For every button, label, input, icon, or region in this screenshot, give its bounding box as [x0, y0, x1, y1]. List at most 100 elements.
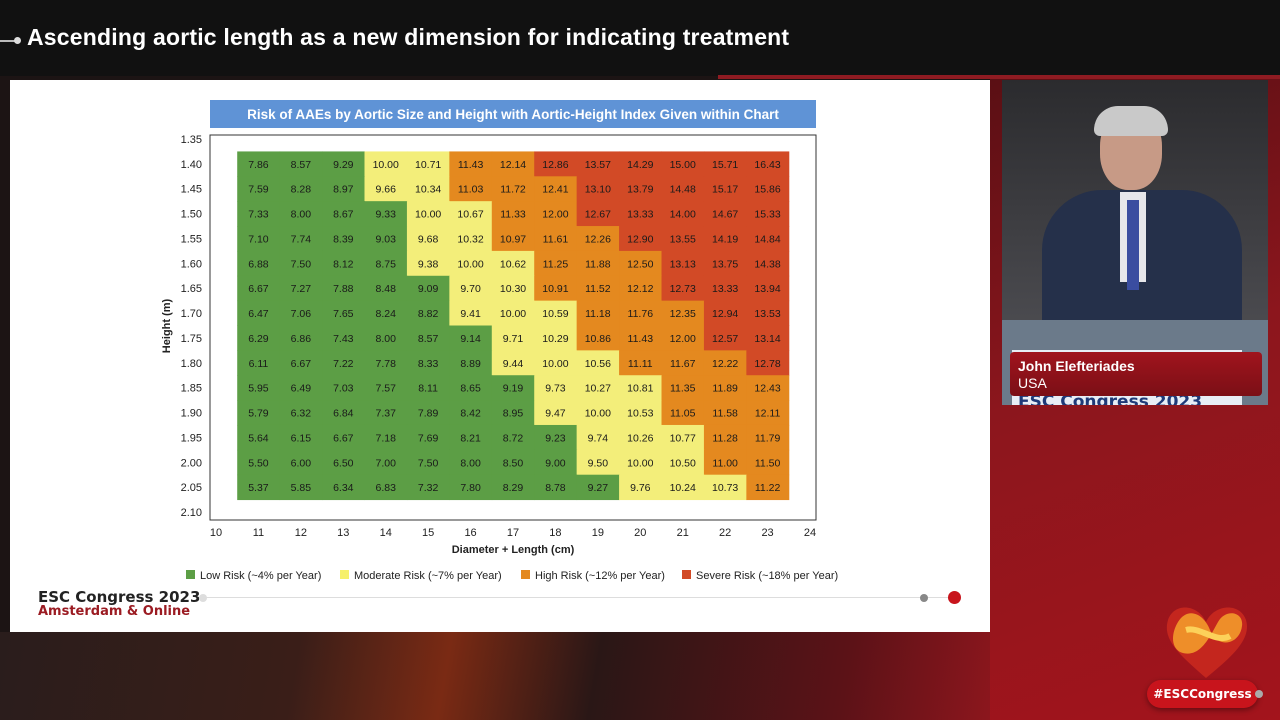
heatmap-cell [364, 226, 408, 252]
heatmap-cell [491, 375, 535, 401]
heatmap-cell [534, 449, 578, 476]
cell-value: 10.71 [415, 159, 441, 171]
cell-value: 15.17 [712, 184, 738, 196]
heatmap-cell [661, 176, 705, 202]
heatmap-cell [449, 350, 493, 376]
cell-value: 7.18 [375, 432, 396, 444]
cell-value: 8.50 [503, 457, 524, 469]
heatmap-cell [576, 350, 620, 376]
heatmap-cell [703, 151, 747, 177]
cell-value: 11.22 [755, 482, 781, 494]
cell-value: 10.00 [457, 258, 483, 270]
y-tick-label: 1.80 [181, 358, 202, 370]
cell-value: 10.56 [585, 358, 611, 370]
heatmap-cell [576, 151, 620, 177]
heatmap-cell [619, 250, 662, 277]
heatmap-chart: Risk of AAEs by Aortic Size and Height w… [161, 100, 838, 582]
heatmap-cell [619, 226, 662, 252]
cell-value: 11.79 [755, 432, 781, 444]
heatmap-cell [619, 474, 662, 501]
cell-value: 9.73 [545, 383, 566, 395]
cell-value: 13.14 [754, 333, 780, 345]
heatmap-cell [406, 176, 450, 202]
cell-value: 7.74 [291, 233, 312, 245]
heatmap-cell [322, 474, 365, 501]
heatmap-cell [534, 226, 578, 252]
speaker-hair [1094, 106, 1168, 136]
cell-value: 13.13 [670, 258, 696, 270]
cell-value: 14.48 [670, 184, 696, 196]
cell-value: 6.67 [333, 432, 354, 444]
heatmap-cell [279, 275, 323, 302]
cell-value: 7.89 [418, 408, 439, 420]
heatmap-cell [449, 201, 493, 227]
heatmap-cell [279, 424, 323, 451]
cell-value: 10.00 [542, 358, 568, 370]
cell-value: 6.86 [291, 333, 312, 345]
y-tick-label: 1.95 [181, 432, 202, 444]
heatmap-cell [406, 325, 450, 351]
heatmap-cell [406, 424, 450, 451]
heatmap-cell [703, 176, 747, 202]
cell-value: 5.95 [248, 383, 269, 395]
cell-value: 11.43 [628, 333, 654, 345]
cell-value: 6.32 [291, 408, 312, 420]
cell-value: 7.00 [375, 457, 396, 469]
cell-value: 10.62 [500, 258, 526, 270]
heatmap-cell [534, 176, 578, 202]
cell-value: 12.12 [627, 283, 653, 295]
cell-value: 7.65 [333, 308, 354, 320]
heatmap-cell [237, 449, 281, 476]
cell-value: 6.47 [248, 308, 269, 320]
cell-value: 10.00 [415, 209, 441, 221]
y-tick-label: 1.55 [181, 233, 202, 245]
cell-value: 12.78 [754, 358, 780, 370]
cell-value: 9.27 [588, 482, 609, 494]
cell-value: 10.32 [457, 233, 483, 245]
heatmap-cell [237, 201, 281, 227]
cell-value: 8.95 [503, 408, 524, 420]
heatmap-cell [406, 449, 450, 476]
heatmap-cell [746, 350, 790, 376]
cell-value: 6.34 [333, 482, 354, 494]
cell-value: 12.57 [712, 333, 738, 345]
cell-value: 8.82 [418, 308, 439, 320]
cell-value: 10.73 [712, 482, 738, 494]
cell-value: 5.50 [248, 457, 269, 469]
cell-value: 9.03 [375, 233, 396, 245]
heatmap-cell [703, 325, 747, 351]
heatmap-cell [746, 449, 790, 476]
heatmap-cell [449, 275, 493, 302]
heatmap-cell [279, 250, 323, 277]
heatmap-cell [576, 375, 620, 401]
cell-value: 14.00 [670, 209, 696, 221]
cell-value: 15.33 [754, 209, 780, 221]
y-tick-label: 1.35 [181, 134, 202, 146]
heatmap-cell [491, 400, 535, 426]
heatmap-cell [534, 300, 578, 326]
heatmap-cell [746, 250, 790, 277]
heatmap-cell [703, 375, 747, 401]
x-tick-label: 18 [549, 527, 561, 539]
y-tick-label: 1.50 [181, 209, 202, 221]
slide-title: Ascending aortic length as a new dimensi… [27, 24, 790, 50]
heatmap-cell [364, 325, 408, 351]
heatmap-cell [322, 151, 365, 177]
cell-value: 10.00 [373, 159, 399, 171]
cell-value: 8.48 [375, 283, 396, 295]
y-tick-label: 2.10 [181, 507, 202, 519]
heatmap-cell [322, 226, 365, 252]
cell-value: 12.94 [712, 308, 738, 320]
heatmap-cell [279, 151, 323, 177]
heatmap-cell [406, 275, 450, 302]
x-tick-label: 23 [761, 527, 773, 539]
cell-value: 12.11 [755, 408, 781, 420]
cell-value: 10.29 [542, 333, 568, 345]
cell-value: 11.89 [712, 383, 738, 395]
x-tick-label: 20 [634, 527, 646, 539]
cell-value: 12.86 [542, 159, 568, 171]
y-tick-label: 1.60 [181, 258, 202, 270]
heatmap-cell [703, 201, 747, 227]
heatmap-cell [661, 201, 705, 227]
cell-value: 10.27 [585, 383, 611, 395]
